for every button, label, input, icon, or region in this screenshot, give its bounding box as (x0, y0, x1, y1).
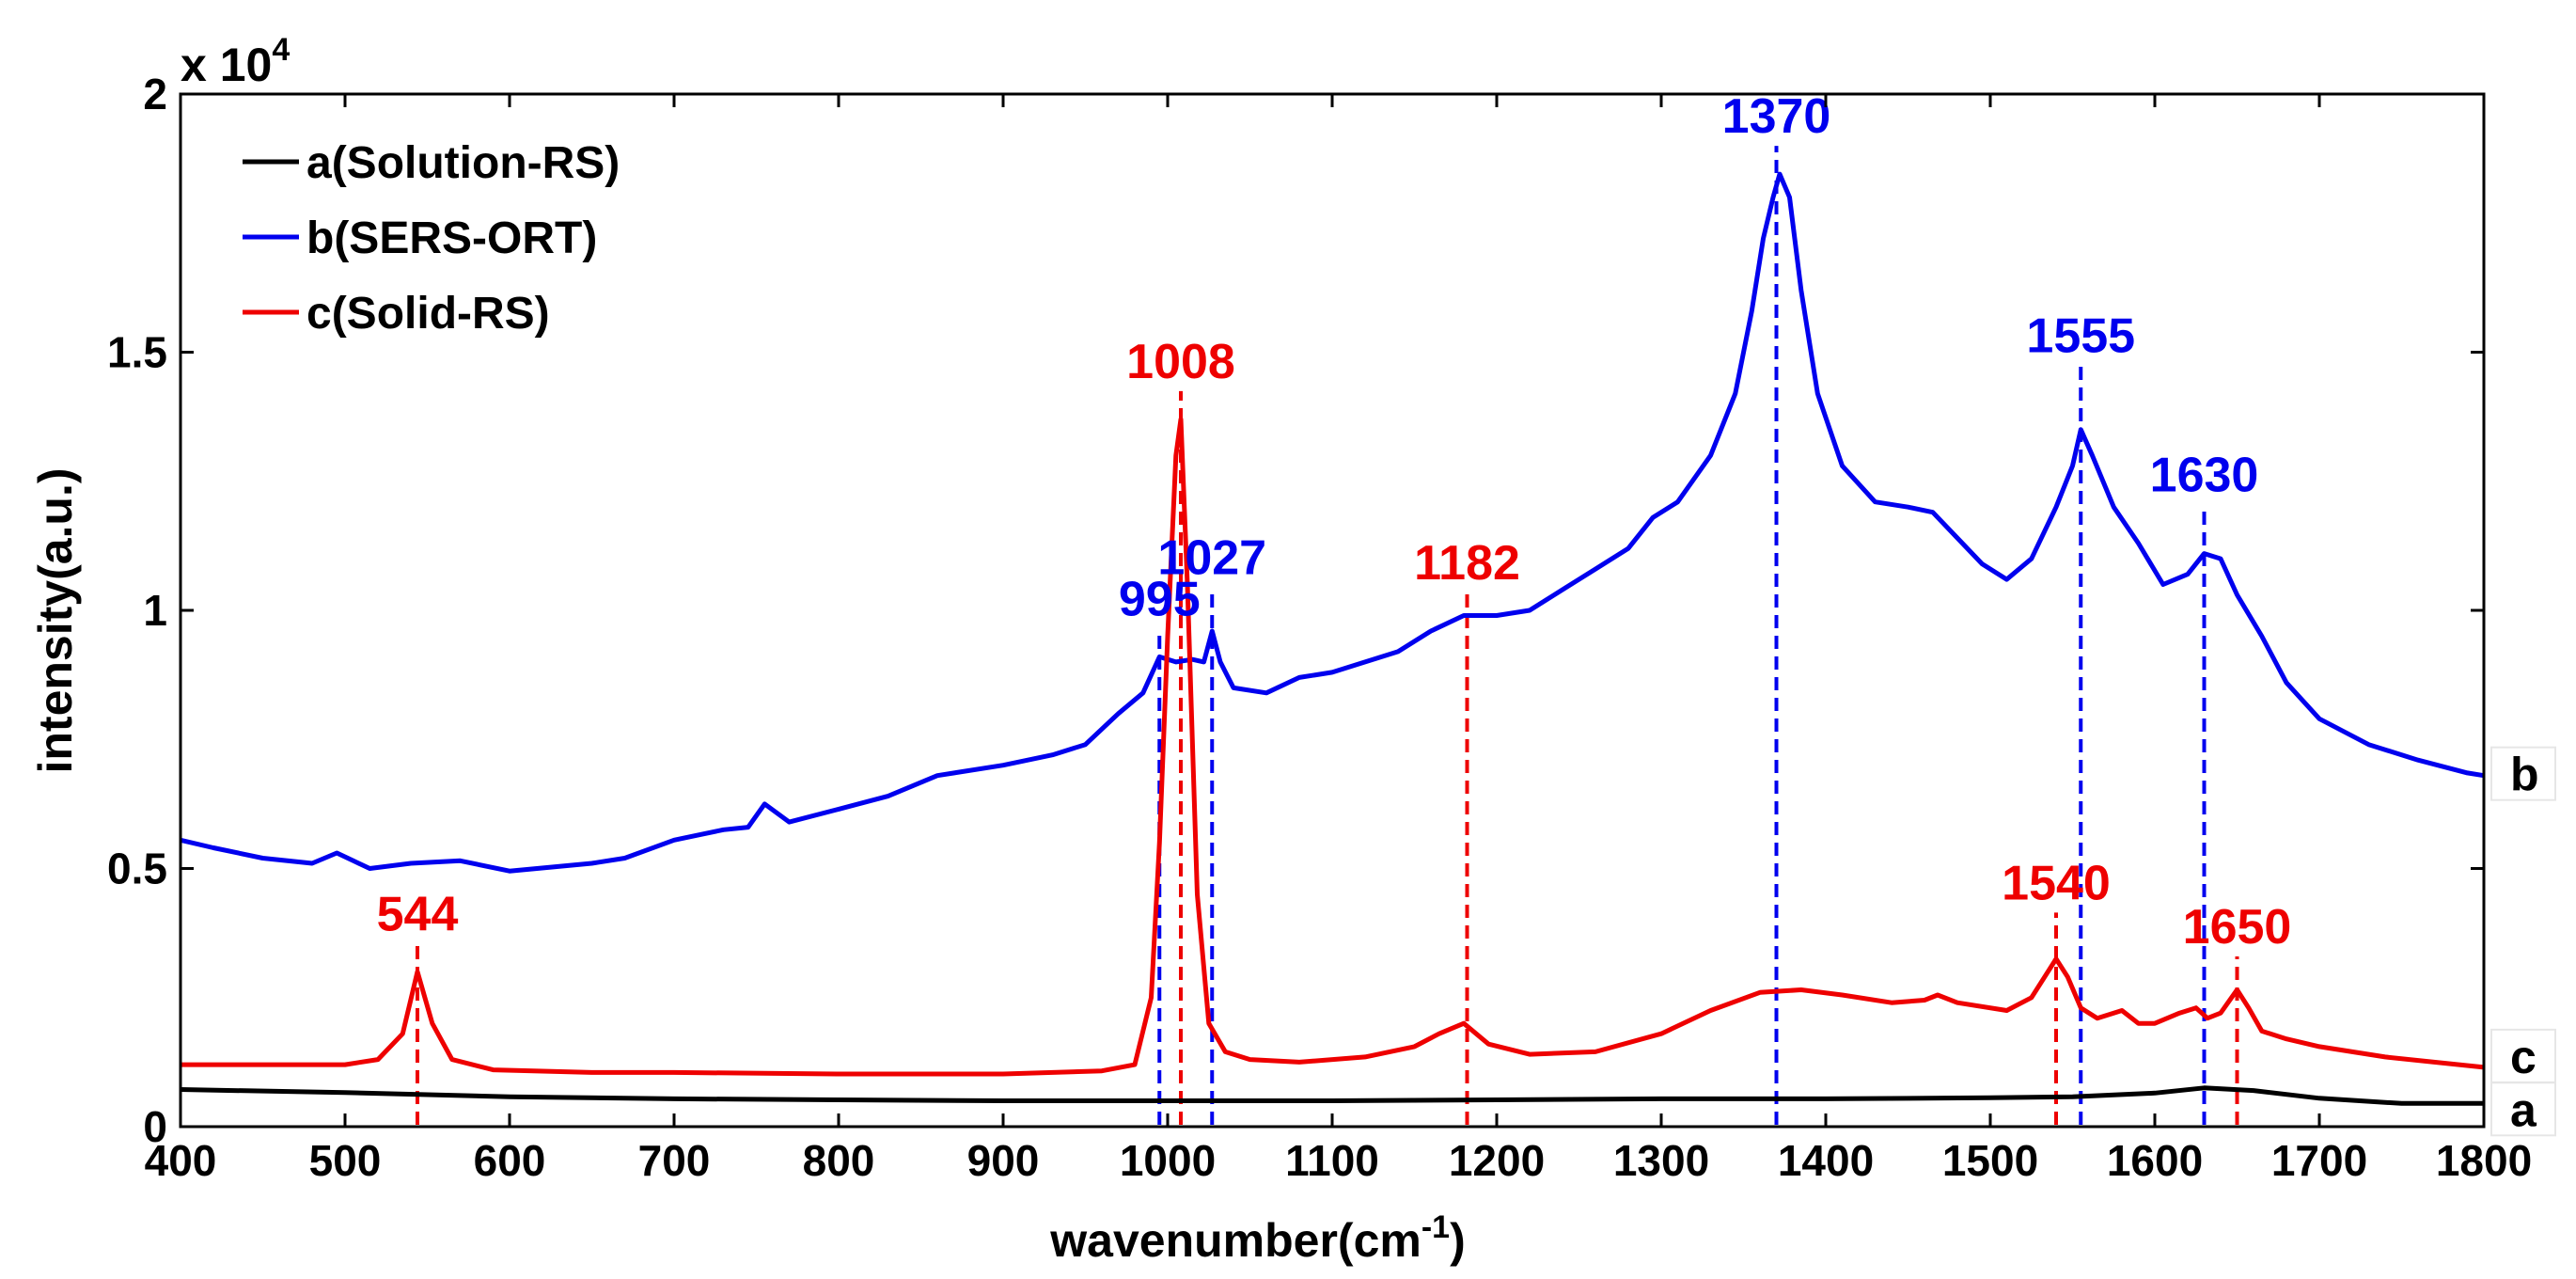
legend-label-b: b(SERS-ORT) (306, 213, 597, 263)
y-axis-multiplier: x 104 (181, 32, 290, 91)
y-axis-title: intensity(a.u.) (29, 467, 82, 773)
curve-tag-a: a (2510, 1083, 2537, 1136)
curve-tag-box-c (2490, 1028, 2556, 1083)
series-line-a (180, 1085, 2484, 1106)
x-tick-label: 900 (967, 1136, 1040, 1185)
peak-label-544: 544 (377, 887, 459, 941)
peak-label-995: 995 (1119, 572, 1201, 626)
curve-tag-box-b (2490, 746, 2556, 801)
x-tick-label: 1000 (1120, 1136, 1216, 1185)
legend-label-a: a(Solution-RS) (306, 138, 620, 188)
x-tick-label: 600 (474, 1136, 546, 1185)
x-axis-title-suffix: ) (1450, 1214, 1466, 1267)
y-tick-label: 1.5 (107, 328, 167, 377)
spectrum-curves (180, 171, 2485, 1106)
peak-label-1650: 1650 (2183, 900, 2292, 955)
x-tick-label: 700 (638, 1136, 711, 1185)
x-tick-label: 500 (309, 1136, 382, 1185)
x-axis-title-main: wavenumber(cm (1049, 1214, 1422, 1267)
curve-tags: a b c (2490, 746, 2556, 1137)
x-tick-label: 1800 (2436, 1136, 2532, 1185)
y-multiplier-base: x 10 (181, 39, 272, 91)
peak-label-1370: 1370 (1722, 89, 1831, 144)
y-axis-ticks: 0 0.5 1 1.5 2 (107, 70, 2484, 1151)
x-tick-label: 1400 (1778, 1136, 1874, 1185)
y-tick-label: 1 (143, 586, 167, 635)
x-tick-label: 1700 (2271, 1136, 2367, 1185)
peak-label-1182: 1182 (1414, 536, 1520, 591)
peak-label-1027: 1027 (1157, 530, 1266, 585)
x-tick-label: 1300 (1613, 1136, 1709, 1185)
x-tick-label: 400 (145, 1136, 217, 1185)
peak-label-1555: 1555 (2026, 308, 2135, 363)
x-axis-title-superscript: -1 (1422, 1209, 1450, 1245)
legend-label-c: c(Solid-RS) (306, 289, 550, 339)
x-axis-ticks: 400 500 600 700 800 900 1000 1100 1200 1300 1400 15… (145, 94, 2532, 1185)
curve-tag-c: c (2510, 1031, 2537, 1083)
legend: a(Solution-RS) b(SERS-ORT) c(Solid-RS) (243, 138, 620, 339)
curve-tag-box-a (2490, 1082, 2556, 1137)
y-multiplier-exponent: 4 (272, 32, 290, 68)
y-tick-label: 2 (143, 70, 167, 118)
x-tick-label: 1100 (1285, 1136, 1379, 1185)
peak-marker-lines (416, 146, 2239, 1125)
peak-label-1008: 1008 (1126, 335, 1235, 389)
peak-label-1540: 1540 (2002, 856, 2111, 910)
y-tick-label: 0 (143, 1102, 167, 1151)
x-axis-title: wavenumber(cm-1) (1049, 1209, 1465, 1267)
series-line-b (180, 171, 2485, 874)
peak-label-1630: 1630 (2150, 449, 2259, 503)
x-tick-label: 1200 (1449, 1136, 1545, 1185)
curve-tag-b: b (2510, 749, 2539, 801)
y-tick-label: 0.5 (107, 845, 167, 893)
x-tick-label: 1600 (2107, 1136, 2203, 1185)
series-line-c (181, 417, 2485, 1077)
x-tick-label: 1500 (1942, 1136, 2038, 1185)
x-tick-label: 800 (803, 1136, 875, 1185)
